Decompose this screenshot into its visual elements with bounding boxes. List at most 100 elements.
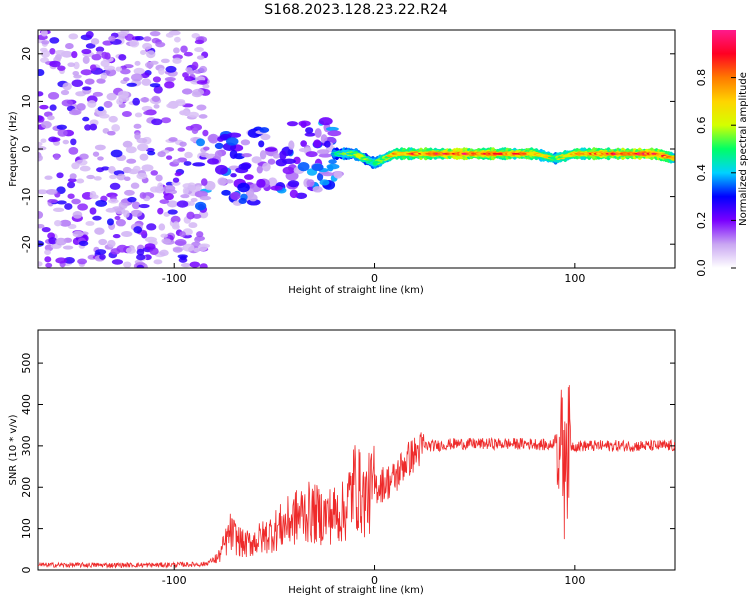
signal-blob [258, 140, 265, 148]
signal-blob [300, 121, 307, 128]
noise-blob [111, 259, 124, 265]
spectrogram-ridge [331, 147, 675, 170]
noise-blob [179, 141, 187, 147]
colorbar-tick-label: 0.6 [695, 116, 708, 134]
noise-blob [140, 72, 150, 79]
signal-blob [312, 186, 323, 193]
signal-blob [279, 150, 287, 161]
noise-blob [127, 196, 137, 203]
signal-blob [237, 182, 250, 193]
noise-blob [133, 123, 142, 129]
noise-blob [69, 109, 81, 116]
signal-blob [270, 185, 283, 191]
signal-blob [324, 140, 331, 148]
noise-blob [153, 259, 163, 265]
noise-blob [38, 154, 43, 162]
colorbar-ticks: 0.0 0.2 0.4 0.6 0.8 [695, 69, 736, 277]
noise-blob [112, 233, 121, 239]
spectrogram-signal-blobs [192, 117, 344, 211]
top-y-tick-label: 20 [20, 47, 33, 61]
noise-blob [176, 200, 189, 208]
noise-blob [111, 124, 121, 132]
noise-blob [86, 174, 95, 180]
noise-blob [77, 258, 88, 265]
noise-blob [92, 215, 102, 221]
noise-blob [174, 36, 181, 43]
noise-blob [160, 58, 170, 64]
colorbar-gradient [712, 30, 736, 268]
noise-blob [64, 203, 73, 210]
noise-blob [60, 89, 70, 96]
noise-blob [61, 99, 73, 107]
noise-blob [41, 40, 50, 45]
noise-blob [76, 103, 86, 111]
signal-blob [272, 152, 280, 159]
noise-blob [56, 200, 67, 205]
signal-blob [243, 174, 254, 180]
signal-blob [214, 142, 224, 150]
signal-blob [325, 126, 339, 132]
signal-blob [318, 153, 332, 158]
noise-blob [95, 199, 108, 207]
noise-blob [151, 118, 163, 126]
noise-blob [77, 203, 89, 211]
noise-blob [124, 33, 134, 41]
signal-blob [256, 178, 266, 188]
signal-blob [321, 172, 334, 177]
noise-blob [137, 143, 149, 152]
noise-blob [194, 39, 204, 45]
noise-blob [39, 104, 49, 110]
noise-blob [89, 123, 98, 131]
noise-blob [182, 187, 189, 195]
signal-blob [240, 139, 251, 146]
top-y-tick-label: -20 [20, 235, 33, 253]
noise-blob [188, 222, 198, 229]
noise-blob [104, 68, 117, 77]
noise-blob [192, 88, 205, 96]
colorbar: 0.0 0.2 0.4 0.6 0.8 Normalized spectral ampl… [695, 30, 749, 277]
top-x-axis-ticks: -100 0 100 [162, 263, 585, 285]
noise-blob [71, 51, 78, 59]
noise-blob [155, 174, 163, 182]
noise-blob [57, 129, 68, 137]
signal-blob [316, 149, 330, 155]
noise-blob [133, 67, 145, 75]
noise-blob [193, 69, 202, 74]
noise-blob [180, 45, 188, 53]
noise-blob [119, 68, 131, 75]
noise-blob [62, 82, 72, 91]
signal-blob [289, 189, 299, 199]
noise-blob [172, 177, 180, 183]
signal-blob [259, 150, 267, 160]
signal-blob [229, 149, 238, 159]
signal-blob [306, 179, 315, 187]
noise-blob [131, 201, 141, 210]
noise-blob [123, 176, 131, 181]
bottom-x-tick-label: 0 [371, 574, 378, 587]
noise-blob [53, 153, 60, 160]
noise-blob [166, 200, 178, 208]
noise-blob [164, 81, 175, 89]
noise-blob [55, 257, 67, 264]
signal-blob [214, 164, 228, 175]
noise-blob [158, 67, 165, 75]
top-x-tick-label: 100 [564, 272, 585, 285]
noise-blob [186, 69, 195, 75]
bottom-y-tick-label: 100 [20, 518, 33, 539]
signal-blob [300, 140, 307, 147]
noise-blob [157, 207, 164, 215]
bottom-y-axis-label: SNR (10 * v/v) [8, 414, 19, 485]
noise-blob [110, 149, 123, 158]
noise-blob [72, 71, 80, 76]
noise-blob [96, 167, 105, 173]
noise-blob [157, 151, 166, 158]
noise-blob [38, 115, 45, 123]
noise-blob [63, 257, 75, 264]
noise-blob [172, 159, 181, 165]
noise-blob [141, 78, 152, 86]
noise-blob [184, 151, 193, 159]
noise-blob [172, 221, 180, 229]
noise-blob [114, 215, 121, 220]
noise-blob [59, 219, 72, 227]
signal-blob [262, 162, 271, 172]
